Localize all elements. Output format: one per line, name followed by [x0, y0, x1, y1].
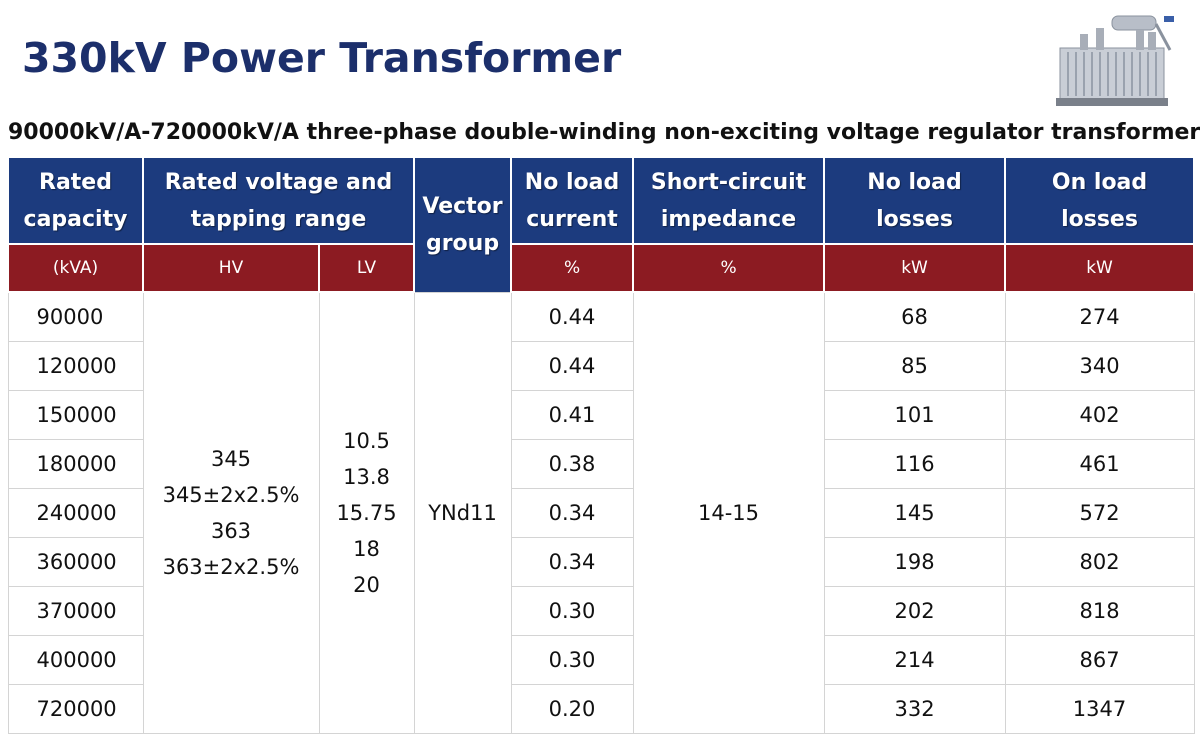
header-vector-group: Vector group [413, 158, 513, 292]
capacity-cell: 370000 [7, 586, 144, 637]
subtitle: 90000kV/A-720000kV/A three-phase double-… [8, 120, 1200, 145]
unit-capacity: (kVA) [7, 243, 144, 293]
capacity-cell: 240000 [7, 488, 144, 539]
on-load-loss-cell: 1347 [1004, 683, 1195, 735]
impedance-value: 14-15 [632, 291, 825, 734]
lv-values: 10.5 13.8 15.75 18 20 [318, 291, 415, 734]
unit-no-load-losses: kW [823, 243, 1007, 293]
current-cell: 0.34 [510, 488, 634, 539]
header-on-load-losses: On load losses [1004, 158, 1196, 244]
page-title: 330kV Power Transformer [22, 34, 622, 82]
no-load-loss-cell: 198 [823, 537, 1006, 588]
no-load-loss-cell: 116 [823, 439, 1006, 490]
current-cell: 0.34 [510, 537, 634, 588]
table-row: 720000 0.20 332 1347 [7, 683, 1195, 735]
no-load-loss-cell: 68 [823, 291, 1006, 343]
current-cell: 0.41 [510, 390, 634, 441]
no-load-loss-cell: 332 [823, 683, 1006, 735]
no-load-loss-cell: 145 [823, 488, 1006, 539]
table-row: 400000 0.30 214 867 [7, 635, 1195, 685]
capacity-cell: 180000 [7, 439, 144, 490]
table-row: 90000 345 345±2x2.5% 363 363±2x2.5% 10.5 13… [7, 291, 1195, 734]
capacity-cell: 360000 [7, 537, 144, 588]
on-load-loss-cell: 572 [1004, 488, 1195, 539]
capacity-cell: 720000 [7, 683, 144, 735]
unit-lv: LV [317, 243, 416, 293]
capacity-cell: 400000 [7, 635, 144, 685]
power-transformer-photo [1056, 15, 1174, 106]
table-row: 370000 0.30 202 818 [7, 586, 1195, 637]
current-cell: 0.30 [510, 586, 634, 637]
no-load-loss-cell: 85 [823, 341, 1006, 392]
table-row: 120000 0.44 85 340 [7, 341, 1195, 392]
unit-hv: HV [142, 243, 320, 293]
header-short-circuit-impedance: Short-circuit impedance [632, 158, 826, 244]
unit-on-load-losses: kW [1004, 243, 1196, 293]
current-cell: 0.44 [510, 291, 634, 343]
on-load-loss-cell: 867 [1004, 635, 1195, 685]
on-load-loss-cell: 461 [1004, 439, 1195, 490]
unit-current: % [510, 243, 635, 293]
header-no-load-current: No load current [510, 158, 635, 244]
no-load-loss-cell: 101 [823, 390, 1006, 441]
on-load-loss-cell: 818 [1004, 586, 1195, 637]
header-rated-capacity: Rated capacity [7, 158, 144, 244]
table-row: 360000 0.34 198 802 [7, 537, 1195, 588]
header-rated-voltage: Rated voltage and tapping range [141, 158, 416, 244]
current-cell: 0.44 [510, 341, 634, 392]
current-cell: 0.38 [510, 439, 634, 490]
table-row: 240000 0.34 145 572 [7, 488, 1195, 539]
vector-group-value: YNd11 [413, 291, 512, 734]
current-cell: 0.30 [510, 635, 634, 685]
capacity-cell: 120000 [7, 341, 144, 392]
on-load-loss-cell: 274 [1004, 291, 1195, 343]
header-no-load-losses: No load losses [823, 158, 1007, 244]
on-load-loss-cell: 340 [1004, 341, 1195, 392]
table-row: 180000 0.38 116 461 [7, 439, 1195, 490]
capacity-cell: 150000 [7, 390, 144, 441]
on-load-loss-cell: 802 [1004, 537, 1195, 588]
spec-table: Rated capacity Rated voltage and tapping r… [7, 158, 1196, 735]
unit-impedance: % [632, 243, 826, 293]
hv-values: 345 345±2x2.5% 363 363±2x2.5% [142, 291, 320, 734]
table-row: 150000 0.41 101 402 [7, 390, 1195, 441]
no-load-loss-cell: 214 [823, 635, 1006, 685]
on-load-loss-cell: 402 [1004, 390, 1195, 441]
no-load-loss-cell: 202 [823, 586, 1006, 637]
capacity-cell: 90000 [7, 291, 144, 343]
current-cell: 0.20 [510, 683, 634, 735]
